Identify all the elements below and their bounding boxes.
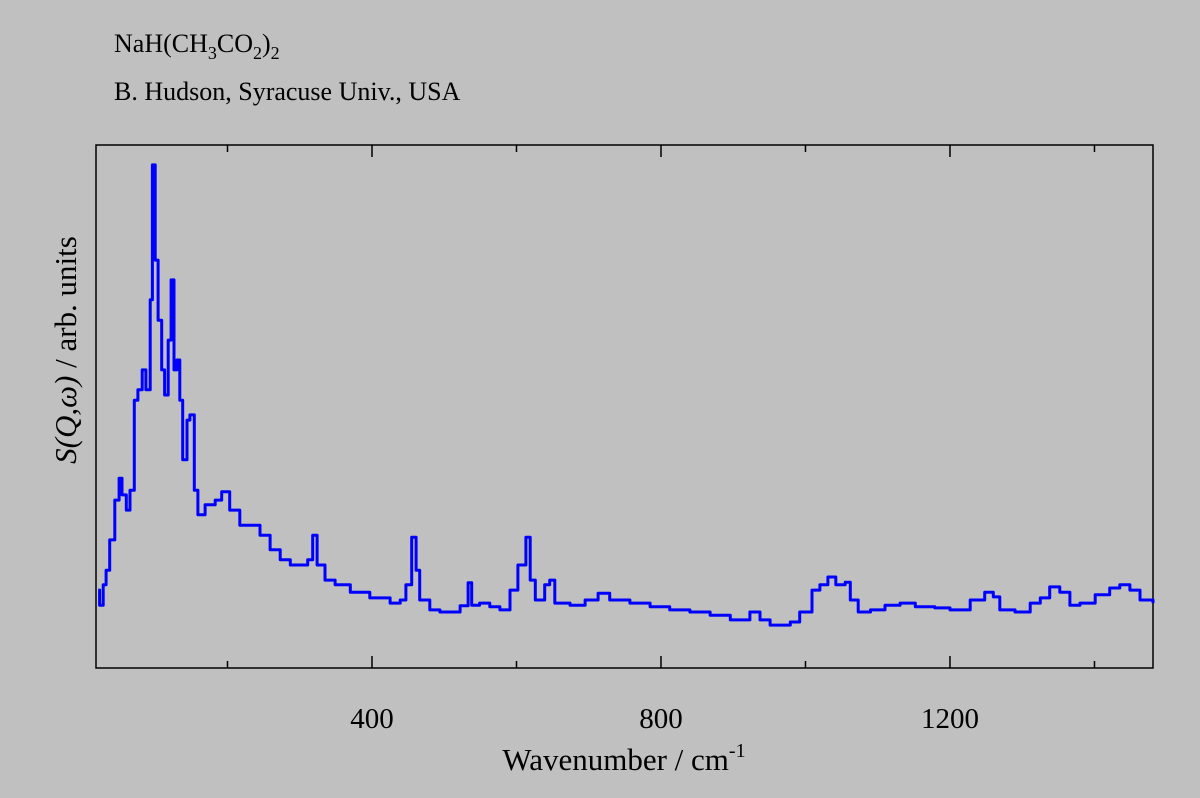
chart-title: NaH(CH3CO2)2: [114, 29, 280, 63]
y-axis-label: S(Q,ω) / arb. units: [48, 236, 83, 464]
spectrum-line: [98, 163, 1155, 627]
x-axis-label: Wavenumber / cm-1: [502, 740, 745, 777]
x-tick-label: 1200: [921, 703, 979, 735]
x-tick-label: 800: [639, 703, 683, 735]
chart-subtitle: B. Hudson, Syracuse Univ., USA: [114, 77, 461, 106]
x-tick-label: 400: [350, 703, 394, 735]
plot-frame: [95, 144, 1154, 669]
